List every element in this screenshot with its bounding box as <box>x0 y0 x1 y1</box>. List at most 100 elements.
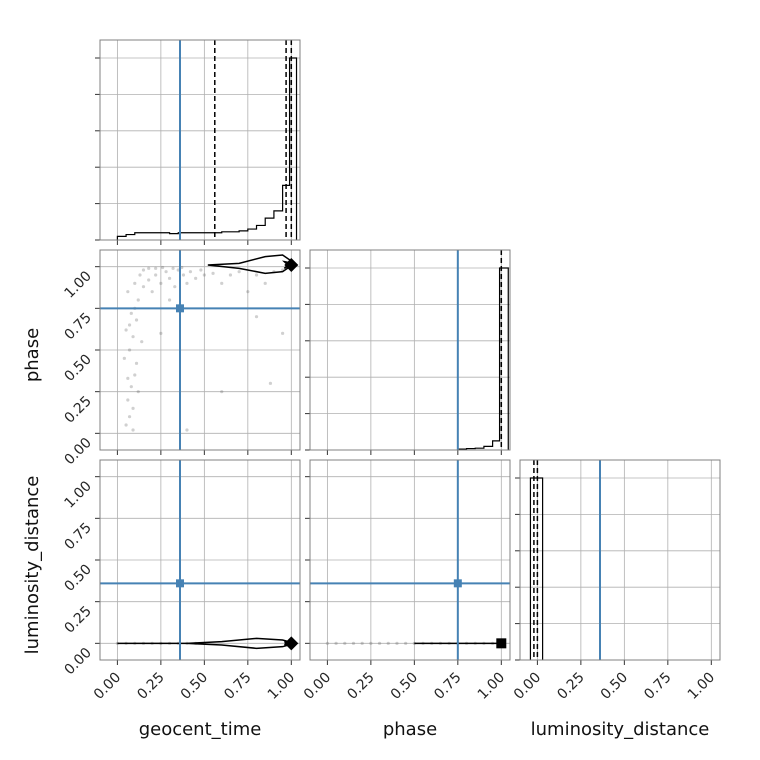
sample-point-phase-vs-luminosity_distance <box>395 641 399 645</box>
sample-point-geocent_time-vs-phase <box>129 385 133 389</box>
sample-point-phase-vs-luminosity_distance <box>360 641 364 645</box>
x-tick-label-phase: 1.00 <box>475 670 508 703</box>
sample-point-geocent_time-vs-phase <box>136 390 140 394</box>
ylabel-phase: phase <box>22 328 43 382</box>
sample-point-geocent_time-vs-phase <box>154 273 158 277</box>
density-peak-phase-vs-luminosity_distance <box>496 638 507 649</box>
sample-point-geocent_time-vs-phase <box>131 428 135 432</box>
sample-point-geocent_time-vs-phase <box>254 315 259 319</box>
x-tick-label-phase: 0.25 <box>344 670 377 703</box>
xlabel-luminosity-distance: luminosity_distance <box>531 719 710 740</box>
sample-point-phase-vs-luminosity_distance <box>351 641 356 645</box>
panel-frame-geocent_time-vs-luminosity_distance <box>99 459 301 661</box>
sample-point-geocent_time-vs-phase <box>124 423 128 427</box>
sample-point-geocent_time-vs-phase <box>167 276 172 280</box>
sample-point-geocent_time-vs-phase <box>164 270 168 274</box>
x-tick-label-luminosity_distance: 0.75 <box>641 670 674 703</box>
panel-frame-hist-geocent_time <box>99 39 301 241</box>
y-tick-label-luminosity_distance: 1.00 <box>61 478 94 511</box>
y-tick-label-phase: 1.00 <box>61 268 94 301</box>
sample-point-geocent_time-vs-phase <box>268 381 273 385</box>
sample-point-geocent_time-vs-phase <box>171 266 175 270</box>
x-tick-label-geocent_time: 0.50 <box>178 670 211 703</box>
x-tick-label-geocent_time: 0.00 <box>91 670 124 703</box>
sample-point-geocent_time-vs-phase <box>127 415 132 419</box>
x-tick-label-phase: 0.75 <box>431 670 464 703</box>
sample-point-geocent_time-vs-phase <box>140 340 144 344</box>
sample-point-phase-vs-luminosity_distance <box>343 641 347 645</box>
sample-point-geocent_time-vs-phase <box>185 428 189 432</box>
sample-point-geocent_time-vs-phase <box>237 270 241 274</box>
histogram-luminosity_distance <box>529 477 544 660</box>
sample-point-geocent_time-vs-phase <box>159 281 163 285</box>
y-tick-label-phase: 0.50 <box>61 352 94 385</box>
x-tick-label-geocent_time: 0.25 <box>134 670 167 703</box>
x-tick-label-luminosity_distance: 0.25 <box>554 670 587 703</box>
xlabel-geocent-time: geocent_time <box>139 719 262 740</box>
truth-marker-geocent_time-vs-phase <box>176 304 184 313</box>
sample-point-geocent_time-vs-phase <box>133 373 137 377</box>
sample-point-geocent_time-vs-phase <box>254 273 259 277</box>
sample-point-geocent_time-vs-phase <box>220 281 224 285</box>
truth-marker-phase-vs-luminosity_distance <box>453 579 462 588</box>
x-tick-label-geocent_time: 0.75 <box>221 670 254 703</box>
sample-point-geocent_time-vs-phase <box>181 273 186 277</box>
sample-point-geocent_time-vs-phase <box>167 298 172 302</box>
sample-point-geocent_time-vs-phase <box>126 290 130 294</box>
sample-point-geocent_time-vs-phase <box>281 331 285 335</box>
sample-point-geocent_time-vs-phase <box>220 390 224 394</box>
sample-point-geocent_time-vs-phase <box>202 273 206 277</box>
sample-point-geocent_time-vs-phase <box>173 285 177 289</box>
sample-point-geocent_time-vs-phase <box>159 331 163 335</box>
sample-point-phase-vs-luminosity_distance <box>334 641 338 645</box>
histogram-phase <box>457 267 509 450</box>
y-tick-label-phase: 0.25 <box>61 393 94 426</box>
sample-point-phase-vs-luminosity_distance <box>325 641 329 645</box>
sample-point-geocent_time-vs-phase <box>133 281 137 285</box>
sample-point-geocent_time-vs-phase <box>154 266 158 270</box>
sample-point-geocent_time-vs-phase <box>136 298 140 302</box>
sample-point-geocent_time-vs-phase <box>228 273 233 277</box>
x-tick-label-phase: 0.50 <box>388 670 421 703</box>
ylabel-luminosity-distance: luminosity_distance <box>22 476 43 655</box>
corner-panels: 0.00 0.25 0.50 0.75 1.00 0.00 0.25 0.50 0.75 1.00… <box>61 39 721 703</box>
sample-point-geocent_time-vs-phase <box>124 328 128 332</box>
sample-point-geocent_time-vs-phase <box>141 268 146 272</box>
sample-point-phase-vs-luminosity_distance <box>377 641 382 645</box>
panel-frame-geocent_time-vs-phase <box>99 249 301 451</box>
sample-point-geocent_time-vs-phase <box>147 266 151 270</box>
sample-point-geocent_time-vs-phase <box>127 323 132 327</box>
density-peak-geocent_time-vs-luminosity_distance <box>284 636 299 651</box>
y-tick-label-luminosity_distance: 0.25 <box>61 603 94 636</box>
density-peak-geocent_time-vs-phase <box>284 258 299 272</box>
sample-point-geocent_time-vs-phase <box>141 285 146 289</box>
sample-point-geocent_time-vs-phase <box>131 335 135 339</box>
x-tick-label-luminosity_distance: 0.50 <box>598 670 631 703</box>
x-tick-label-luminosity_distance: 1.00 <box>685 670 718 703</box>
panel-frame-hist-luminosity_distance <box>519 459 721 661</box>
sample-point-geocent_time-vs-phase <box>131 406 135 410</box>
y-tick-label-phase: 0.00 <box>61 435 94 468</box>
y-tick-label-luminosity_distance: 0.50 <box>61 562 94 595</box>
x-tick-label-phase: 0.00 <box>301 670 334 703</box>
sample-point-geocent_time-vs-phase <box>122 356 126 360</box>
sample-point-geocent_time-vs-phase <box>263 281 267 285</box>
sample-point-geocent_time-vs-phase <box>147 278 151 282</box>
sample-point-geocent_time-vs-phase <box>134 318 139 322</box>
sample-point-geocent_time-vs-phase <box>129 311 133 315</box>
sample-point-geocent_time-vs-phase <box>199 268 203 272</box>
sample-point-phase-vs-luminosity_distance <box>369 641 373 645</box>
sample-point-geocent_time-vs-phase <box>150 290 154 294</box>
sample-point-geocent_time-vs-phase <box>126 376 130 380</box>
sample-point-geocent_time-vs-phase <box>138 273 142 277</box>
sample-point-geocent_time-vs-phase <box>161 265 165 270</box>
sample-point-phase-vs-luminosity_distance <box>404 641 408 645</box>
sample-point-geocent_time-vs-phase <box>246 290 250 294</box>
sample-point-phase-vs-luminosity_distance <box>386 641 390 645</box>
sample-point-geocent_time-vs-phase <box>194 276 198 280</box>
sample-point-geocent_time-vs-phase <box>188 270 193 274</box>
panel-frame-hist-phase <box>309 249 511 451</box>
panel-frame-phase-vs-luminosity_distance <box>309 459 511 661</box>
sample-point-geocent_time-vs-phase <box>127 348 132 352</box>
